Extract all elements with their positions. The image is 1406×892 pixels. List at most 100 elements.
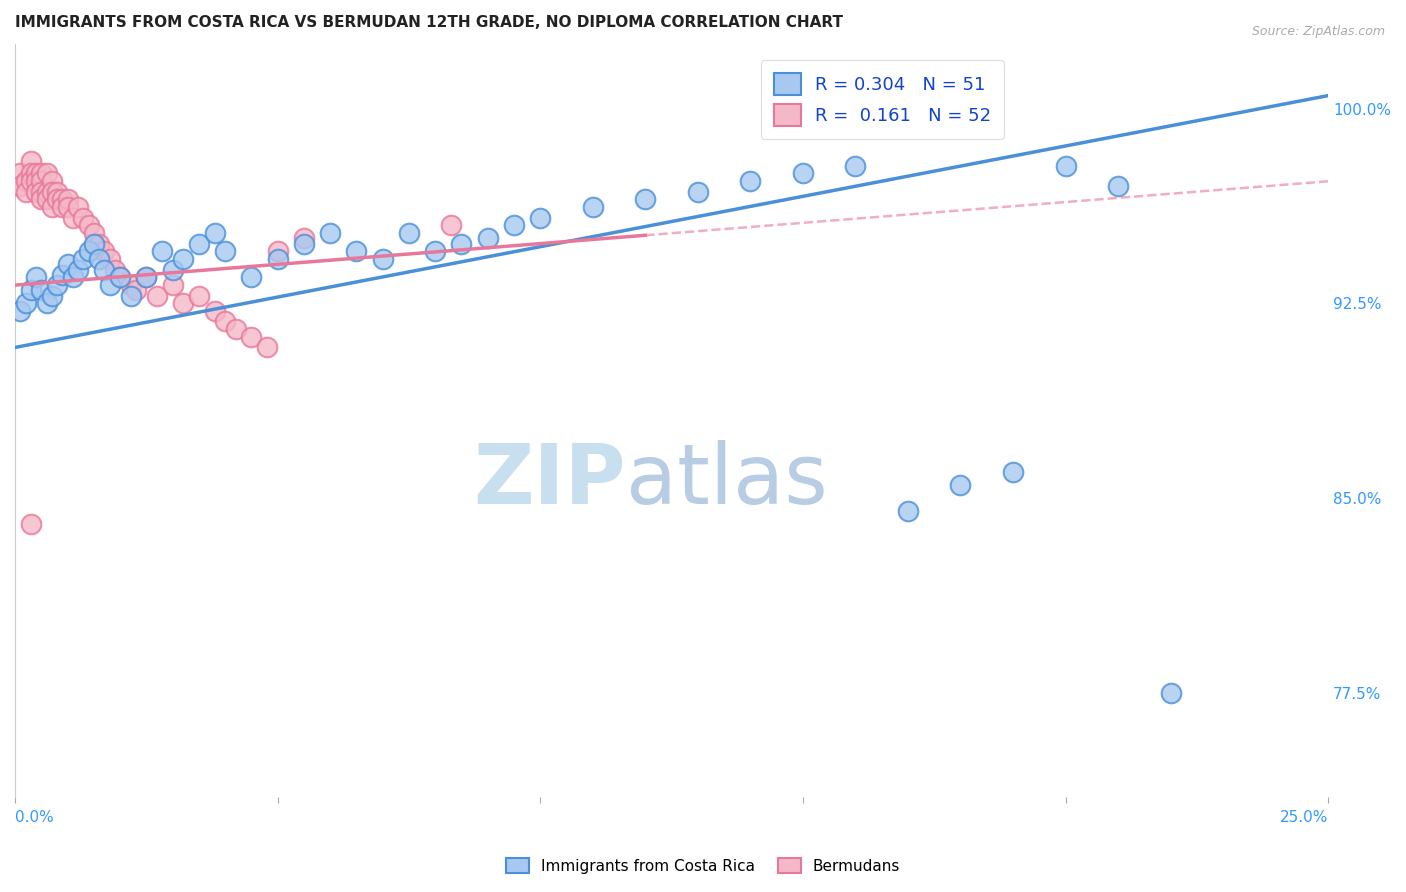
Legend: R = 0.304   N = 51, R =  0.161   N = 52: R = 0.304 N = 51, R = 0.161 N = 52 — [761, 61, 1004, 138]
Point — [98, 252, 121, 267]
Point — [14, 174, 37, 188]
Point — [25, 174, 48, 188]
Point — [125, 283, 148, 297]
Point — [62, 211, 84, 225]
Point — [104, 262, 127, 277]
Point — [162, 278, 184, 293]
Point — [1001, 465, 1024, 479]
Point — [146, 288, 169, 302]
Point — [83, 226, 105, 240]
Text: IMMIGRANTS FROM COSTA RICA VS BERMUDAN 12TH GRADE, NO DIPLOMA CORRELATION CHART: IMMIGRANTS FROM COSTA RICA VS BERMUDAN 1… — [15, 15, 844, 30]
Point — [98, 278, 121, 293]
Point — [77, 219, 100, 233]
Point — [240, 330, 263, 344]
Point — [66, 200, 89, 214]
Point — [319, 226, 342, 240]
Point — [20, 283, 42, 297]
Text: Source: ZipAtlas.com: Source: ZipAtlas.com — [1251, 25, 1385, 38]
Point — [1054, 159, 1077, 173]
Point — [20, 153, 42, 168]
Point — [14, 185, 37, 199]
Point — [41, 185, 63, 199]
Point — [266, 252, 288, 267]
Point — [187, 236, 209, 251]
Point — [292, 236, 315, 251]
Point — [83, 236, 105, 251]
Point — [1107, 179, 1129, 194]
Point — [41, 200, 63, 214]
Point — [120, 278, 142, 293]
Legend: Immigrants from Costa Rica, Bermudans: Immigrants from Costa Rica, Bermudans — [499, 852, 907, 880]
Point — [56, 200, 79, 214]
Point — [440, 219, 463, 233]
Point — [30, 174, 52, 188]
Point — [30, 185, 52, 199]
Point — [150, 244, 173, 259]
Point — [8, 179, 31, 194]
Point — [108, 270, 131, 285]
Point — [87, 236, 110, 251]
Point — [844, 159, 866, 173]
Text: atlas: atlas — [626, 440, 827, 521]
Point — [503, 219, 526, 233]
Point — [949, 478, 972, 492]
Point — [62, 270, 84, 285]
Point — [529, 211, 551, 225]
Point — [35, 185, 58, 199]
Point — [214, 314, 236, 328]
Point — [162, 262, 184, 277]
Point — [108, 270, 131, 285]
Point — [20, 516, 42, 531]
Point — [897, 504, 920, 518]
Point — [256, 341, 278, 355]
Point — [25, 270, 48, 285]
Point — [35, 166, 58, 180]
Point — [56, 193, 79, 207]
Point — [30, 193, 52, 207]
Point — [172, 296, 194, 310]
Point — [204, 304, 226, 318]
Point — [51, 268, 73, 282]
Point — [66, 262, 89, 277]
Point — [135, 270, 157, 285]
Point — [792, 166, 814, 180]
Point — [72, 252, 94, 267]
Text: 25.0%: 25.0% — [1279, 810, 1329, 824]
Point — [398, 226, 420, 240]
Point — [35, 296, 58, 310]
Point — [41, 174, 63, 188]
Point — [135, 270, 157, 285]
Point — [172, 252, 194, 267]
Point — [77, 244, 100, 259]
Point — [120, 288, 142, 302]
Point — [686, 185, 709, 199]
Point — [30, 283, 52, 297]
Point — [187, 288, 209, 302]
Point — [20, 174, 42, 188]
Point — [740, 174, 762, 188]
Point — [25, 185, 48, 199]
Point — [634, 193, 657, 207]
Point — [8, 166, 31, 180]
Point — [8, 304, 31, 318]
Text: ZIP: ZIP — [472, 440, 626, 521]
Point — [46, 193, 69, 207]
Point — [93, 244, 115, 259]
Point — [14, 296, 37, 310]
Point — [46, 185, 69, 199]
Text: 0.0%: 0.0% — [15, 810, 53, 824]
Point — [30, 166, 52, 180]
Point — [87, 252, 110, 267]
Point — [93, 262, 115, 277]
Point — [25, 166, 48, 180]
Point — [240, 270, 263, 285]
Point — [292, 231, 315, 245]
Point — [214, 244, 236, 259]
Point — [51, 200, 73, 214]
Point — [477, 231, 499, 245]
Point — [266, 244, 288, 259]
Point — [41, 288, 63, 302]
Point — [450, 236, 472, 251]
Point — [72, 211, 94, 225]
Point — [425, 244, 447, 259]
